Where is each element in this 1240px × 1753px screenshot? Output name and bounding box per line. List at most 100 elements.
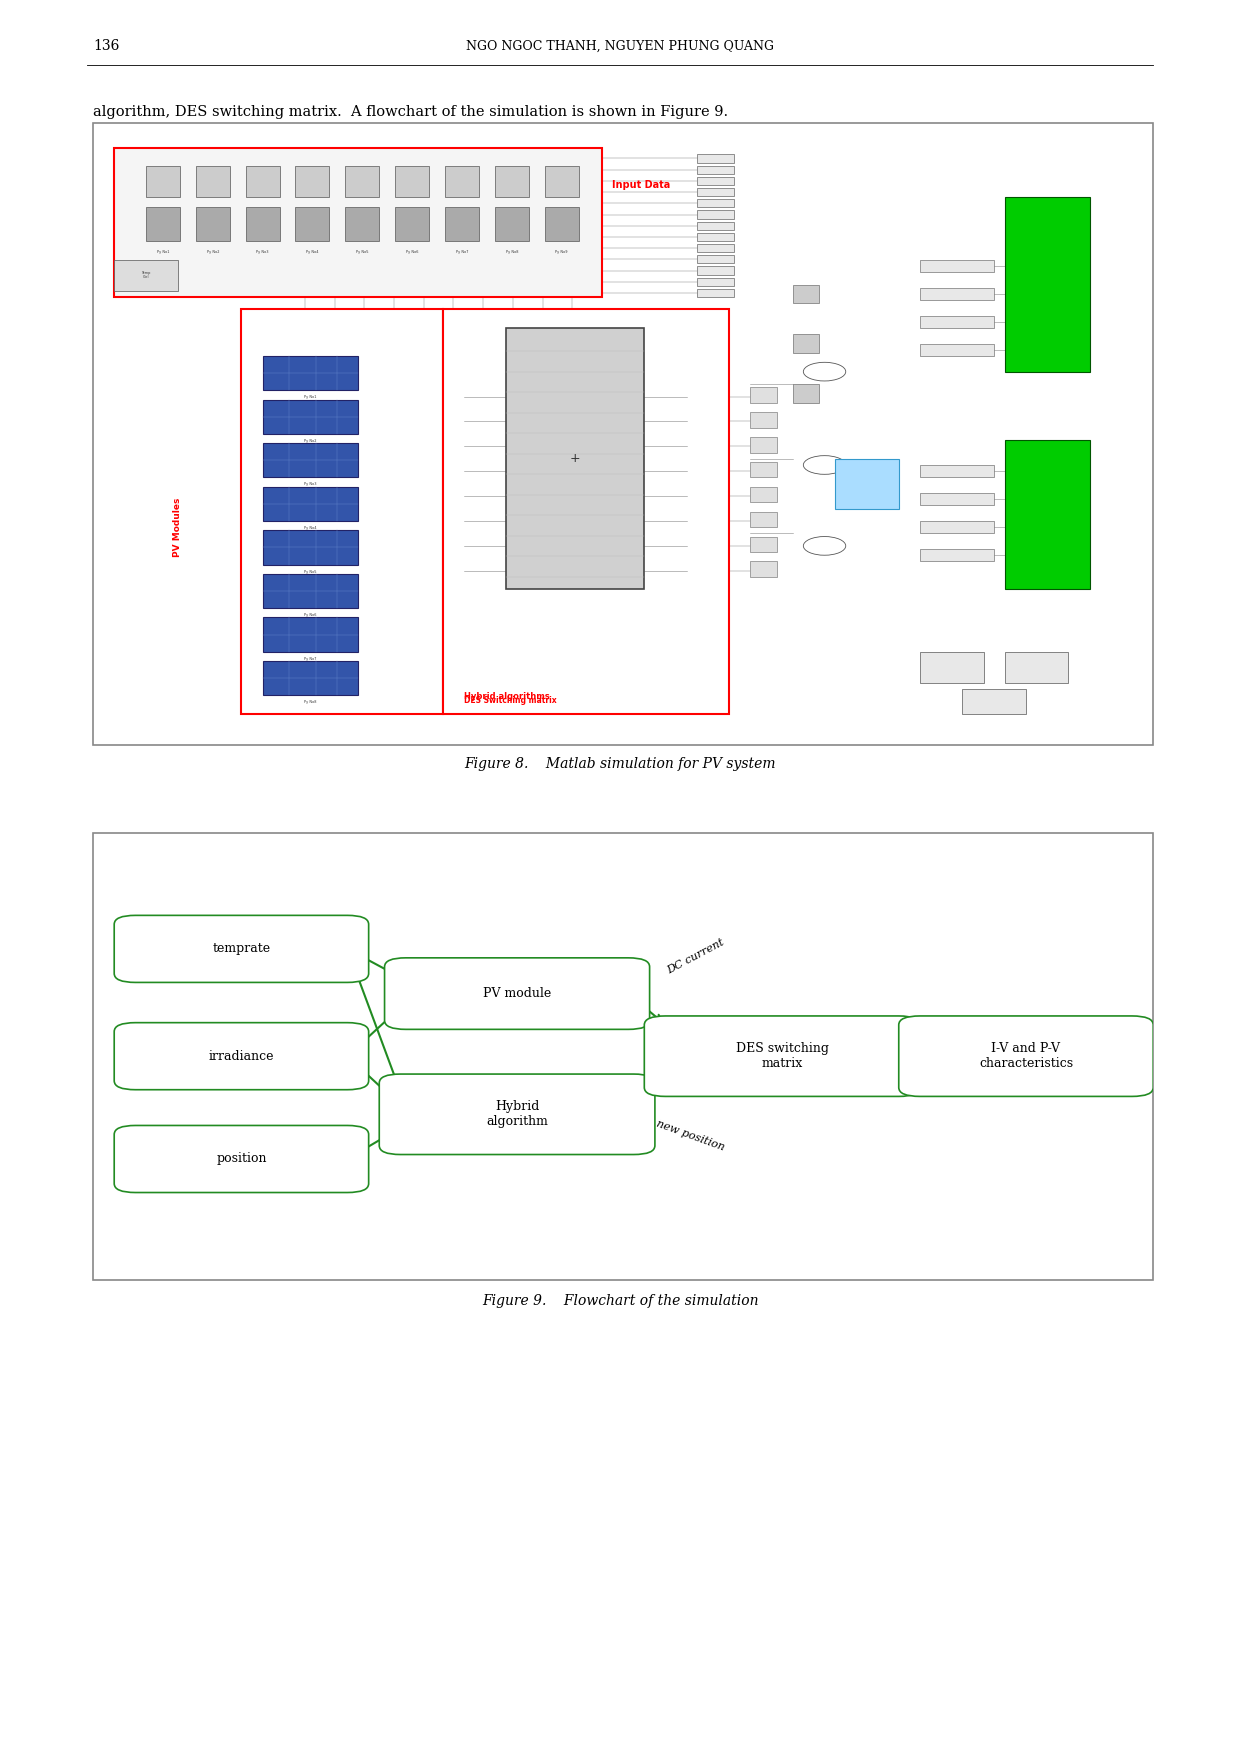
FancyBboxPatch shape bbox=[920, 493, 994, 505]
FancyBboxPatch shape bbox=[443, 310, 729, 713]
FancyBboxPatch shape bbox=[920, 652, 983, 684]
FancyBboxPatch shape bbox=[697, 221, 734, 230]
Text: Py No2: Py No2 bbox=[304, 438, 316, 444]
FancyBboxPatch shape bbox=[750, 387, 776, 403]
FancyBboxPatch shape bbox=[345, 167, 379, 198]
Text: Py No4: Py No4 bbox=[304, 526, 316, 529]
FancyBboxPatch shape bbox=[263, 487, 358, 521]
FancyBboxPatch shape bbox=[697, 210, 734, 219]
FancyBboxPatch shape bbox=[384, 957, 650, 1029]
FancyBboxPatch shape bbox=[495, 207, 528, 240]
Text: 136: 136 bbox=[93, 39, 119, 53]
FancyBboxPatch shape bbox=[93, 123, 1153, 745]
Text: DES Switching matrix: DES Switching matrix bbox=[464, 696, 557, 705]
FancyBboxPatch shape bbox=[114, 915, 368, 982]
Text: position: position bbox=[216, 1152, 267, 1166]
FancyBboxPatch shape bbox=[246, 167, 279, 198]
FancyBboxPatch shape bbox=[792, 335, 820, 352]
FancyBboxPatch shape bbox=[920, 259, 994, 272]
Text: DES switching
matrix: DES switching matrix bbox=[735, 1043, 828, 1069]
Text: NGO NGOC THANH, NGUYEN PHUNG QUANG: NGO NGOC THANH, NGUYEN PHUNG QUANG bbox=[466, 40, 774, 53]
Text: Py No7: Py No7 bbox=[304, 657, 316, 661]
Ellipse shape bbox=[804, 363, 846, 380]
FancyBboxPatch shape bbox=[697, 277, 734, 286]
FancyBboxPatch shape bbox=[114, 147, 601, 296]
Text: Temp
Ctrl: Temp Ctrl bbox=[141, 272, 151, 279]
FancyBboxPatch shape bbox=[114, 1022, 368, 1090]
FancyBboxPatch shape bbox=[263, 531, 358, 564]
Text: Py No6: Py No6 bbox=[405, 251, 418, 254]
FancyBboxPatch shape bbox=[396, 207, 429, 240]
FancyBboxPatch shape bbox=[146, 167, 180, 198]
FancyBboxPatch shape bbox=[920, 465, 994, 477]
FancyBboxPatch shape bbox=[1004, 652, 1069, 684]
FancyBboxPatch shape bbox=[506, 328, 645, 589]
Text: Py No5: Py No5 bbox=[356, 251, 368, 254]
FancyBboxPatch shape bbox=[750, 461, 776, 477]
FancyBboxPatch shape bbox=[295, 207, 330, 240]
Text: Py No8: Py No8 bbox=[304, 699, 316, 705]
Text: irradiance: irradiance bbox=[208, 1050, 274, 1062]
Text: PV module: PV module bbox=[482, 987, 552, 1001]
FancyBboxPatch shape bbox=[697, 188, 734, 196]
Text: Py No7: Py No7 bbox=[455, 251, 469, 254]
FancyBboxPatch shape bbox=[263, 400, 358, 435]
FancyBboxPatch shape bbox=[93, 833, 1153, 1280]
FancyBboxPatch shape bbox=[697, 154, 734, 163]
Text: PV Modules: PV Modules bbox=[174, 498, 182, 557]
Text: new position: new position bbox=[655, 1118, 725, 1153]
FancyBboxPatch shape bbox=[263, 617, 358, 652]
FancyBboxPatch shape bbox=[697, 200, 734, 207]
Text: Py No4: Py No4 bbox=[306, 251, 319, 254]
FancyBboxPatch shape bbox=[750, 412, 776, 428]
Text: Py No3: Py No3 bbox=[304, 482, 316, 486]
FancyBboxPatch shape bbox=[697, 256, 734, 263]
Ellipse shape bbox=[804, 456, 846, 475]
FancyBboxPatch shape bbox=[196, 167, 229, 198]
Text: I-V and P-V
characteristics: I-V and P-V characteristics bbox=[978, 1043, 1073, 1069]
FancyBboxPatch shape bbox=[697, 165, 734, 174]
FancyBboxPatch shape bbox=[246, 207, 279, 240]
FancyBboxPatch shape bbox=[495, 167, 528, 198]
Text: Figure 8.    Matlab simulation for PV system: Figure 8. Matlab simulation for PV syste… bbox=[464, 757, 776, 771]
FancyBboxPatch shape bbox=[750, 512, 776, 528]
FancyBboxPatch shape bbox=[750, 536, 776, 552]
FancyBboxPatch shape bbox=[920, 287, 994, 300]
Text: Py No9: Py No9 bbox=[556, 251, 568, 254]
Text: Py No1: Py No1 bbox=[156, 251, 169, 254]
Text: Hybrid algorithms: Hybrid algorithms bbox=[464, 692, 549, 701]
Text: Input Data: Input Data bbox=[613, 181, 671, 189]
FancyBboxPatch shape bbox=[396, 167, 429, 198]
Text: Py No2: Py No2 bbox=[207, 251, 219, 254]
FancyBboxPatch shape bbox=[750, 487, 776, 503]
FancyBboxPatch shape bbox=[697, 233, 734, 240]
FancyBboxPatch shape bbox=[295, 167, 330, 198]
FancyBboxPatch shape bbox=[263, 573, 358, 608]
FancyBboxPatch shape bbox=[920, 344, 994, 356]
FancyBboxPatch shape bbox=[750, 436, 776, 452]
FancyBboxPatch shape bbox=[792, 384, 820, 403]
FancyBboxPatch shape bbox=[899, 1017, 1153, 1096]
FancyBboxPatch shape bbox=[114, 259, 177, 291]
Text: Figure 9.    Flowchart of the simulation: Figure 9. Flowchart of the simulation bbox=[482, 1294, 758, 1308]
FancyBboxPatch shape bbox=[544, 167, 579, 198]
FancyBboxPatch shape bbox=[920, 549, 994, 561]
FancyBboxPatch shape bbox=[263, 356, 358, 391]
FancyBboxPatch shape bbox=[379, 1075, 655, 1155]
Text: DC current: DC current bbox=[666, 938, 727, 976]
FancyBboxPatch shape bbox=[697, 266, 734, 275]
FancyBboxPatch shape bbox=[263, 444, 358, 477]
FancyBboxPatch shape bbox=[544, 207, 579, 240]
FancyBboxPatch shape bbox=[146, 207, 180, 240]
FancyBboxPatch shape bbox=[697, 244, 734, 252]
FancyBboxPatch shape bbox=[792, 284, 820, 303]
FancyBboxPatch shape bbox=[445, 167, 479, 198]
FancyBboxPatch shape bbox=[196, 207, 229, 240]
FancyBboxPatch shape bbox=[445, 207, 479, 240]
Text: Py No6: Py No6 bbox=[304, 614, 316, 617]
Text: Py No1: Py No1 bbox=[304, 394, 316, 400]
Text: Py No8: Py No8 bbox=[506, 251, 518, 254]
FancyBboxPatch shape bbox=[1004, 440, 1090, 589]
FancyBboxPatch shape bbox=[697, 177, 734, 186]
FancyBboxPatch shape bbox=[345, 207, 379, 240]
